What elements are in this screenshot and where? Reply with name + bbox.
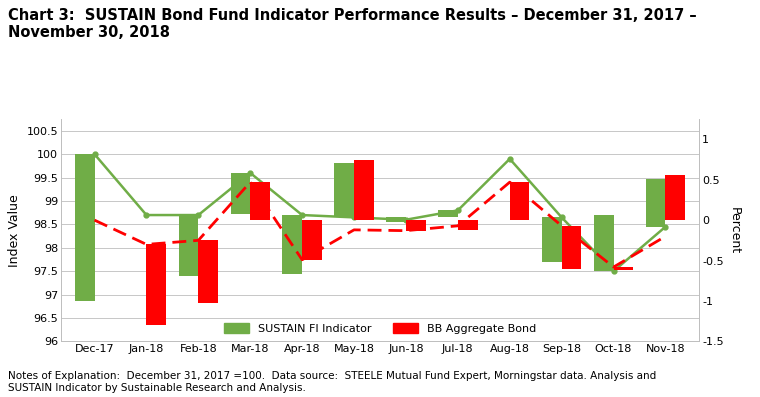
- Bar: [562, 226, 581, 269]
- Bar: [198, 240, 218, 303]
- Text: Notes of Explanation:  December 31, 2017 =100.  Data source:  STEELE Mutual Fund: Notes of Explanation: December 31, 2017 …: [8, 372, 656, 393]
- Bar: [230, 173, 250, 214]
- Y-axis label: Percent: Percent: [727, 207, 740, 254]
- Legend: SUSTAIN FI Indicator, BB Aggregate Bond: SUSTAIN FI Indicator, BB Aggregate Bond: [224, 323, 536, 333]
- Text: Chart 3:  SUSTAIN Bond Fund Indicator Performance Results – December 31, 2017 –
: Chart 3: SUSTAIN Bond Fund Indicator Per…: [8, 8, 696, 40]
- Bar: [179, 215, 198, 276]
- Bar: [302, 220, 322, 260]
- Bar: [594, 215, 613, 271]
- Bar: [250, 182, 270, 220]
- Bar: [386, 218, 406, 222]
- Bar: [354, 160, 374, 220]
- Bar: [334, 163, 354, 218]
- Bar: [646, 179, 666, 227]
- Bar: [613, 267, 633, 270]
- Bar: [666, 175, 686, 220]
- Bar: [283, 215, 302, 274]
- Bar: [147, 245, 166, 325]
- Bar: [406, 220, 426, 231]
- Bar: [438, 210, 458, 218]
- Bar: [458, 220, 477, 230]
- Y-axis label: Index Value: Index Value: [8, 194, 21, 267]
- Bar: [542, 218, 562, 262]
- Bar: [74, 154, 94, 301]
- Bar: [510, 182, 530, 220]
